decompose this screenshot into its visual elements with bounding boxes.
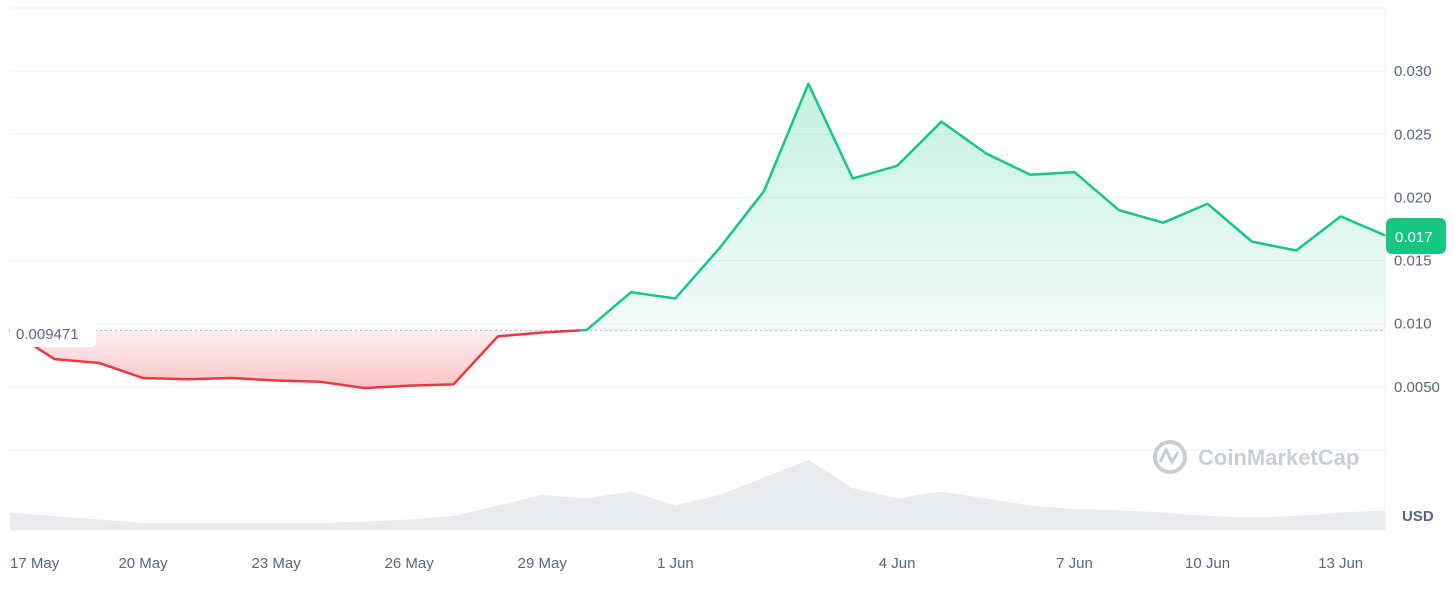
baseline-label: 0.009471 [16,326,79,343]
data-point [408,384,410,387]
current-price-label: 0.017 [1395,229,1433,246]
data-point [186,378,189,381]
y-axis-labels: 0.030 0.025 0.020 0.015 0.010 0.0050 [1394,63,1440,396]
baseline-label-box [10,319,96,347]
data-point [452,383,455,386]
baseline-marker: 0.009471 [10,319,96,347]
data-point [585,329,588,331]
data-point [1073,171,1076,173]
coinmarketcap-watermark: CoinMarketCap [1153,440,1359,474]
x-tick-label: 23 May [252,555,302,572]
data-point [319,381,322,383]
current-price-box [1386,218,1446,254]
data-point [630,291,632,293]
x-axis-labels: 17 May 20 May 23 May 26 May 29 May 1 Jun 4 Jun… [10,555,1363,572]
price-line-down [9,329,581,390]
data-point [230,377,233,379]
volume-fill [10,460,1385,530]
data-point [807,82,810,85]
x-tick-label: 4 Jun [879,555,916,572]
coinmarketcap-logo-icon [1153,440,1187,474]
x-tick-label: 17 May [10,555,60,572]
y-tick-label: 0.015 [1394,253,1432,270]
data-point [1029,173,1031,176]
data-point [364,387,366,389]
y-tick-label: 0.030 [1394,63,1432,80]
area-below-baseline [10,330,581,389]
data-point [1384,234,1386,237]
data-point [275,379,277,382]
y-tick-label: 0.0050 [1394,379,1440,396]
data-point [142,377,144,379]
current-price-marker: 0.017 [1386,218,1446,254]
data-point [851,177,854,180]
data-point [541,331,544,334]
data-point [1118,209,1120,211]
x-tick-label: 13 Jun [1318,555,1363,572]
x-tick-label: 7 Jun [1056,555,1093,572]
data-point [985,152,987,155]
data-point [97,362,100,364]
price-line [9,82,1386,390]
y-tick-label: 0.025 [1394,126,1432,143]
data-point [763,190,765,192]
data-point [940,120,943,123]
data-point [1251,240,1253,243]
x-tick-label: 20 May [118,555,168,572]
x-tick-label: 29 May [518,555,568,572]
y-tick-label: 0.020 [1394,189,1432,206]
data-point [53,358,56,360]
volume-area [10,460,1385,530]
currency-label: USD [1402,508,1434,525]
price-area [10,83,1385,389]
coinmarketcap-logo-wave [1158,446,1180,466]
data-point [1339,215,1342,218]
area-above-baseline [580,83,1385,331]
data-point [1206,202,1209,205]
data-point [718,247,721,249]
data-point [1295,249,1298,252]
data-point [1162,221,1165,224]
watermark-text: CoinMarketCap [1198,445,1359,470]
data-point [497,335,499,338]
x-tick-label: 26 May [385,555,435,572]
x-tick-label: 10 Jun [1185,555,1230,572]
data-point [674,297,677,300]
y-tick-label: 0.010 [1394,316,1432,333]
data-point [896,165,898,167]
price-line-up [580,82,1386,332]
x-tick-label: 1 Jun [657,555,694,572]
